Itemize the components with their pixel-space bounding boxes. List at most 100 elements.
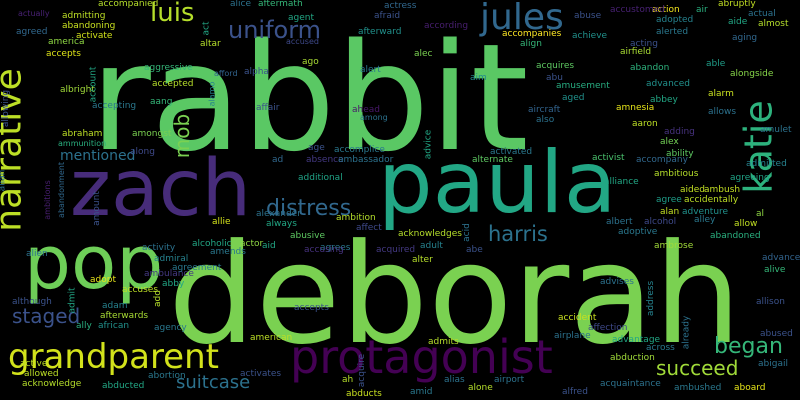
word: accused — [286, 37, 319, 46]
word: alarm — [708, 89, 734, 99]
word: alex — [660, 137, 679, 147]
word: admits — [428, 337, 459, 347]
word: afterward — [358, 27, 402, 37]
word: accepting — [92, 101, 137, 111]
word: ambushed — [674, 383, 722, 393]
word: ally — [76, 321, 92, 331]
word: abducts — [346, 389, 382, 399]
word: adopted — [656, 15, 694, 25]
word: able — [706, 59, 726, 69]
word: mentioned — [60, 148, 136, 164]
word: ambition — [336, 213, 376, 223]
word: mob — [170, 113, 195, 159]
word: activity — [142, 243, 176, 253]
word: affection — [588, 323, 628, 333]
word: acquires — [536, 61, 575, 71]
word: jules — [480, 0, 564, 38]
word: according — [424, 21, 469, 31]
word: ammunition — [58, 139, 107, 148]
word: affect — [356, 223, 382, 233]
word: alcoholic — [192, 239, 232, 249]
word: abby — [162, 279, 185, 289]
word: additional — [298, 173, 343, 183]
word: ambush — [704, 185, 741, 195]
word: suitcase — [176, 372, 251, 393]
word: agreeing — [730, 173, 770, 183]
word: al — [756, 209, 765, 219]
word: aided — [680, 185, 705, 195]
word: agency — [154, 323, 187, 333]
word: airfield — [620, 47, 652, 57]
word: accompanied — [98, 0, 159, 9]
word: adopt — [90, 275, 116, 285]
word: air — [696, 5, 708, 15]
word: alerted — [656, 27, 689, 37]
word: alter — [412, 255, 433, 265]
word: actress — [384, 1, 417, 11]
word: ah — [342, 375, 354, 385]
word: activates — [240, 369, 282, 379]
word: abused — [760, 329, 793, 339]
word: amid — [410, 387, 433, 397]
word: already — [681, 315, 692, 350]
word: admiral — [154, 254, 189, 264]
word: adam — [102, 301, 128, 311]
word: acknowledges — [398, 229, 462, 239]
word: also — [536, 115, 555, 125]
word: alamo — [207, 81, 217, 107]
word: alfred — [562, 387, 588, 397]
word: aboard — [734, 383, 766, 393]
word: alec — [414, 49, 433, 59]
word: deborah — [168, 214, 742, 375]
word: agree — [656, 195, 682, 205]
word: american — [250, 333, 293, 343]
word: abruptly — [718, 0, 756, 9]
word: alice — [230, 0, 252, 9]
word: grandparent — [8, 337, 219, 377]
word: luis — [150, 0, 195, 28]
word: rabbit — [90, 12, 529, 184]
word: accustomed — [610, 5, 665, 15]
word: abe — [466, 245, 483, 255]
word: ambitious — [654, 169, 699, 179]
word: aang — [150, 97, 173, 107]
word: activated — [490, 147, 533, 157]
word: protagonist — [290, 330, 553, 384]
word: afterwards — [100, 311, 149, 321]
word: aged — [562, 93, 585, 103]
word: abandon — [630, 63, 670, 73]
word: abandoning — [62, 21, 116, 31]
word: abducted — [102, 381, 145, 391]
word: aircraft — [528, 105, 561, 115]
word: ambrose — [654, 241, 694, 251]
word: abusive — [290, 231, 325, 241]
word: accepts — [294, 303, 329, 313]
word: harris — [488, 222, 548, 246]
word: acquired — [376, 245, 416, 255]
word: abraham — [62, 129, 103, 139]
word: albert — [606, 217, 633, 227]
word: always — [266, 219, 297, 229]
word: abduction — [610, 353, 655, 363]
word: actual — [748, 9, 776, 19]
word: advanced — [646, 79, 690, 89]
word: allowed — [24, 369, 59, 379]
word: ad — [272, 155, 284, 165]
word: allow — [734, 219, 758, 229]
word: ambassador — [338, 155, 394, 165]
word: aide — [728, 17, 748, 27]
word: accusing — [304, 245, 344, 255]
word: african — [98, 321, 130, 331]
word: age — [308, 143, 325, 153]
word: adding — [664, 127, 695, 137]
word: amends — [210, 247, 246, 257]
word: albright — [60, 85, 95, 95]
word: adoptive — [618, 227, 658, 237]
word: advance — [762, 253, 800, 263]
word: activist — [592, 153, 625, 163]
word: allowing — [1, 89, 12, 128]
word: airplane — [554, 331, 591, 341]
word: among — [360, 113, 388, 122]
word: alexander — [256, 209, 301, 219]
word: abu — [546, 73, 563, 83]
